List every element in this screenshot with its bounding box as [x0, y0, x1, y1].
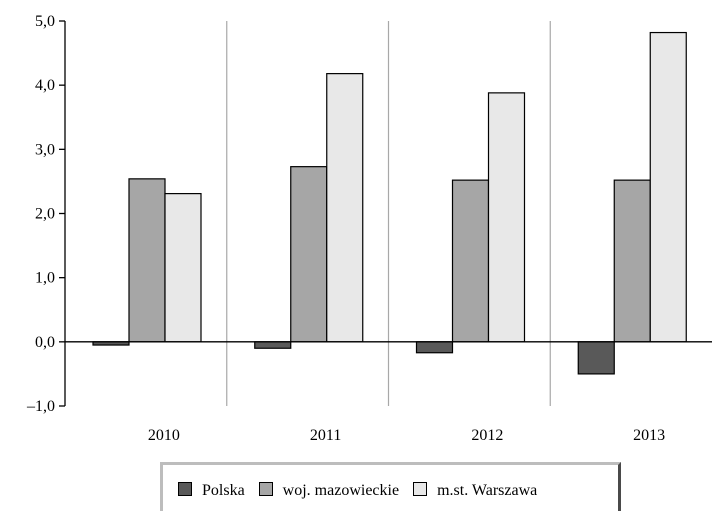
y-tick-label: 5,0 [35, 13, 55, 30]
legend-swatch [178, 482, 192, 496]
legend-label: woj. mazowieckie [282, 482, 400, 499]
bar-2010-3 [164, 193, 202, 343]
y-tick-label: 1,0 [35, 270, 55, 287]
x-tick-label: 2012 [471, 427, 503, 444]
labels-layer: –1,0 0,0 1,0 2,0 3,0 4,0 5,0 2010 2011 2012 2013 [26, 13, 665, 444]
bar-2013-1 [577, 341, 615, 375]
legend-item: woj. mazowieckie [258, 482, 400, 500]
y-tick-label: 0,0 [35, 334, 55, 351]
legend-item: m.st. Warszawa [413, 482, 537, 500]
bar-2010-2 [128, 178, 166, 343]
bar-2013-3 [649, 31, 687, 343]
bar-2012-3 [487, 92, 526, 343]
legend-item: Polska [178, 482, 245, 500]
bars-layer [92, 31, 687, 375]
x-tick-label: 2011 [310, 427, 341, 444]
y-tick-label: 3,0 [35, 141, 55, 158]
legend-label: m.st. Warszawa [437, 482, 538, 499]
y-tick-label: 2,0 [35, 206, 55, 223]
bar-2011-3 [326, 73, 364, 343]
x-tick-label: 2013 [633, 427, 665, 444]
legend-swatch [258, 482, 273, 496]
bar-2013-2 [613, 179, 651, 343]
bar-2011-2 [290, 166, 328, 343]
y-tick-label: 4,0 [35, 77, 55, 94]
legend: Polska woj. mazowieckie m.st. Warszawa [160, 462, 621, 511]
legend-items: Polska woj. mazowieckie m.st. Warszawa [178, 482, 551, 500]
legend-label: Polska [202, 482, 245, 499]
y-tick-label: –1,0 [26, 398, 55, 415]
bar-2011-1 [254, 341, 292, 349]
bar-2012-2 [451, 179, 490, 343]
x-tick-label: 2010 [148, 427, 180, 444]
legend-swatch [413, 482, 428, 496]
bar-2012-1 [415, 341, 454, 354]
axes-layer [59, 20, 712, 407]
